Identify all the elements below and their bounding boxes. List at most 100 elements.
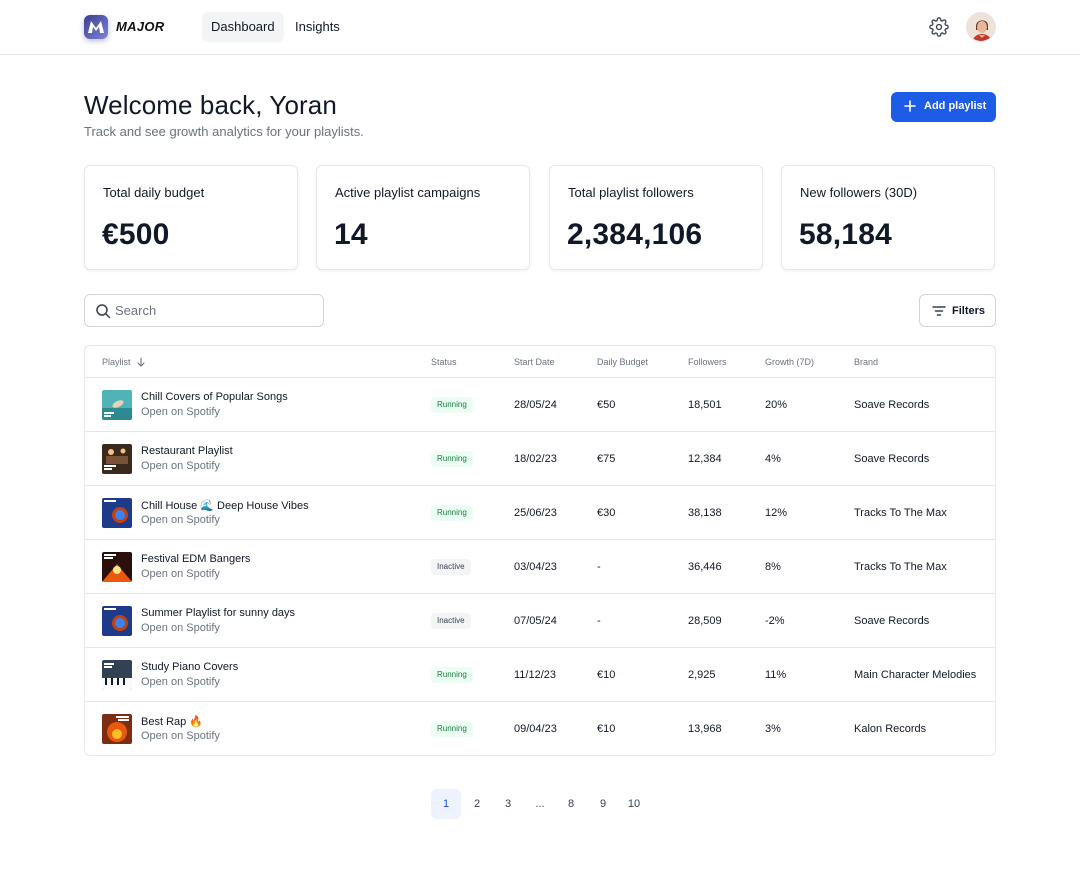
filters-button[interactable]: Filters — [919, 294, 996, 327]
followers-count: 2,925 — [688, 669, 716, 681]
open-on-spotify-link[interactable]: Open on Spotify — [141, 730, 220, 742]
user-avatar[interactable] — [966, 12, 996, 42]
start-date: 09/04/23 — [514, 723, 557, 735]
playlist-name: Best Rap 🔥 — [141, 716, 203, 728]
playlist-cover-image — [102, 660, 132, 690]
open-on-spotify-link[interactable]: Open on Spotify — [141, 514, 220, 526]
stat-value: 14 — [334, 218, 368, 251]
stat-label: Total daily budget — [103, 185, 205, 200]
table-header: Playlist Status Start Date Daily Budget … — [85, 346, 995, 378]
plus-icon — [904, 100, 916, 112]
add-playlist-button[interactable]: Add playlist — [891, 92, 996, 122]
daily-budget: €10 — [597, 723, 616, 735]
search-icon — [96, 304, 111, 319]
daily-budget: - — [597, 615, 601, 627]
column-header-followers[interactable]: Followers — [688, 357, 727, 367]
stat-value: 58,184 — [799, 218, 892, 251]
open-on-spotify-link[interactable]: Open on Spotify — [141, 568, 220, 580]
brand-name: Soave Records — [854, 399, 930, 411]
growth-value: 8% — [765, 561, 781, 573]
table-row[interactable]: Restaurant Playlist Open on Spotify Runn… — [85, 432, 995, 486]
stat-label: New followers (30D) — [800, 185, 918, 200]
brand-name: Kalon Records — [854, 723, 927, 735]
table-row[interactable]: Study Piano Covers Open on Spotify Runni… — [85, 648, 995, 702]
start-date: 11/12/23 — [514, 669, 557, 681]
status-badge: Inactive — [431, 559, 471, 575]
page-subtitle: Track and see growth analytics for your … — [84, 124, 364, 139]
stat-value: €500 — [102, 218, 170, 251]
open-on-spotify-link[interactable]: Open on Spotify — [141, 622, 220, 634]
playlist-cover-image — [102, 498, 132, 528]
playlist-cover-image — [102, 444, 132, 474]
nav-dashboard[interactable]: Dashboard — [202, 12, 284, 42]
playlist-cover-image — [102, 606, 132, 636]
playlist-name: Festival EDM Bangers — [141, 553, 251, 565]
filters-label: Filters — [952, 305, 986, 317]
growth-value: 11% — [765, 669, 787, 681]
playlist-name: Summer Playlist for sunny days — [141, 607, 296, 619]
followers-count: 36,446 — [688, 561, 722, 573]
column-header-growth[interactable]: Growth (7D) — [765, 357, 815, 367]
page-button-10[interactable]: 10 — [627, 798, 641, 810]
growth-value: 4% — [765, 453, 781, 465]
stat-label: Active playlist campaigns — [335, 185, 481, 200]
table-row[interactable]: Chill House 🌊 Deep House Vibes Open on S… — [85, 486, 995, 540]
playlist-name: Study Piano Covers — [141, 661, 239, 673]
major-logo[interactable] — [84, 15, 108, 39]
search-input[interactable] — [115, 296, 315, 325]
daily-budget: €10 — [597, 669, 616, 681]
column-header-brand[interactable]: Brand — [854, 357, 879, 367]
playlist-cover-image — [102, 714, 132, 744]
page-button-2[interactable]: 2 — [473, 798, 481, 810]
daily-budget: €75 — [597, 453, 616, 465]
growth-value: -2% — [765, 615, 785, 627]
page-ellipsis: ... — [535, 798, 545, 810]
column-header-status[interactable]: Status — [431, 357, 457, 367]
stat-value: 2,384,106 — [567, 218, 703, 251]
page-button-8[interactable]: 8 — [567, 798, 575, 810]
table-row[interactable]: Festival EDM Bangers Open on Spotify Ina… — [85, 540, 995, 594]
column-header-playlist[interactable]: Playlist — [102, 357, 146, 367]
followers-count: 18,501 — [688, 399, 722, 411]
followers-count: 38,138 — [688, 507, 722, 519]
start-date: 18/02/23 — [514, 453, 557, 465]
page-button-3[interactable]: 3 — [504, 798, 512, 810]
table-row[interactable]: Summer Playlist for sunny days Open on S… — [85, 594, 995, 648]
start-date: 03/04/23 — [514, 561, 557, 573]
brand-name: MAJOR — [116, 19, 165, 34]
daily-budget: - — [597, 561, 601, 573]
playlist-name: Chill Covers of Popular Songs — [141, 391, 288, 403]
open-on-spotify-link[interactable]: Open on Spotify — [141, 406, 220, 418]
page-title: Welcome back, Yoran — [84, 90, 337, 120]
stat-card-new-followers: New followers (30D) 58,184 — [781, 165, 995, 270]
settings-icon[interactable] — [929, 17, 949, 37]
column-header-start-date[interactable]: Start Date — [514, 357, 555, 367]
stat-card-daily-budget: Total daily budget €500 — [84, 165, 298, 270]
nav-insights[interactable]: Insights — [295, 19, 340, 34]
daily-budget: €30 — [597, 507, 616, 519]
status-badge: Running — [431, 721, 473, 737]
table-row[interactable]: Best Rap 🔥 Open on Spotify Running 09/04… — [85, 702, 995, 755]
daily-budget: €50 — [597, 399, 616, 411]
open-on-spotify-link[interactable]: Open on Spotify — [141, 676, 220, 688]
page-button-1[interactable]: 1 — [431, 789, 461, 819]
column-header-daily-budget[interactable]: Daily Budget — [597, 357, 649, 367]
start-date: 28/05/24 — [514, 399, 557, 411]
page-button-9[interactable]: 9 — [599, 798, 607, 810]
brand-name: Soave Records — [854, 453, 930, 465]
table-row[interactable]: Chill Covers of Popular Songs Open on Sp… — [85, 378, 995, 432]
brand-name: Tracks To The Max — [854, 507, 947, 519]
status-badge: Running — [431, 505, 473, 521]
status-badge: Running — [431, 451, 473, 467]
stat-label: Total playlist followers — [568, 185, 694, 200]
followers-count: 13,968 — [688, 723, 722, 735]
brand-name: Tracks To The Max — [854, 561, 947, 573]
status-badge: Inactive — [431, 613, 471, 629]
sort-arrow-down-icon — [137, 357, 145, 367]
open-on-spotify-link[interactable]: Open on Spotify — [141, 460, 220, 472]
brand-name: Main Character Melodies — [854, 669, 977, 681]
playlist-name: Restaurant Playlist — [141, 445, 233, 457]
search-box — [84, 294, 324, 327]
playlist-name: Chill House 🌊 Deep House Vibes — [141, 500, 309, 512]
status-badge: Running — [431, 667, 473, 683]
